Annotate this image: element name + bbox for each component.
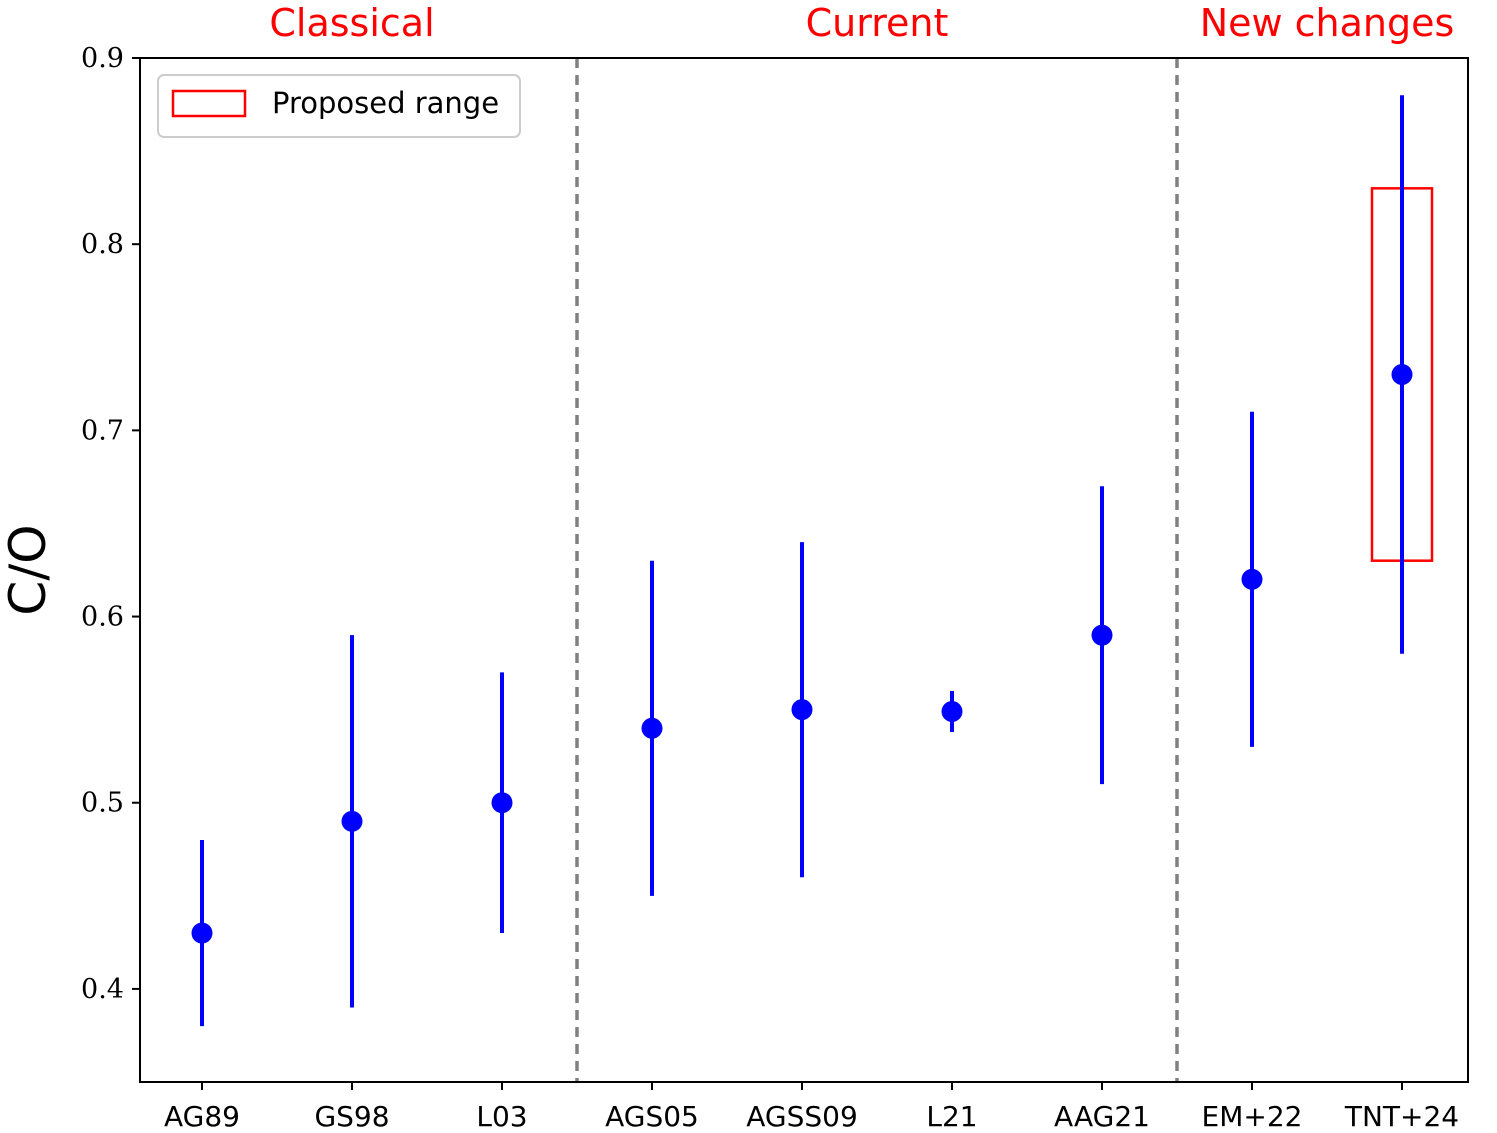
- group-label: New changes: [1200, 1, 1455, 45]
- data-point-EM+22: [1241, 568, 1263, 590]
- group-separators: [575, 58, 1179, 1082]
- x-tick-label: AGSS09: [746, 1100, 858, 1133]
- group-labels: Classical Current New changes: [269, 1, 1454, 45]
- x-tick-label: AAG21: [1054, 1100, 1150, 1133]
- group-label: Current: [806, 1, 949, 45]
- y-tick-label: 0.4: [81, 974, 124, 1005]
- x-tick-label: EM+22: [1202, 1100, 1303, 1133]
- y-tick-label: 0.8: [81, 229, 124, 260]
- data-point-AGSS09: [791, 699, 813, 721]
- legend-label: Proposed range: [272, 86, 499, 120]
- data-point-AGS05: [641, 717, 663, 739]
- x-axis-ticks: AG89 GS98 L03 AGS05 AGSS09 L21 AAG21 EM+22 TNT+2…: [164, 1082, 1459, 1133]
- group-label: Classical: [269, 1, 434, 45]
- x-tick-label: GS98: [314, 1100, 389, 1133]
- data-point-L21: [941, 700, 963, 722]
- data-point-AG89: [191, 922, 213, 944]
- x-tick-label: AG89: [164, 1100, 240, 1133]
- data-points: [191, 364, 1413, 944]
- y-tick-label: 0.9: [81, 43, 124, 74]
- legend-frame: [157, 74, 521, 138]
- y-axis-ticks: 0.4 0.5 0.6 0.7 0.8 0.9: [81, 43, 140, 1005]
- y-tick-label: 0.5: [81, 788, 124, 819]
- y-tick-label: 0.7: [81, 415, 124, 446]
- data-point-AAG21: [1091, 624, 1113, 646]
- x-tick-label: TNT+24: [1344, 1100, 1459, 1133]
- data-point-L03: [491, 792, 513, 814]
- data-point-GS98: [341, 810, 363, 832]
- x-tick-label: L03: [476, 1100, 527, 1133]
- x-tick-label: AGS05: [605, 1100, 699, 1133]
- legend-swatch: [171, 89, 247, 118]
- plot-frame: [139, 57, 1469, 1083]
- y-tick-label: 0.6: [81, 602, 124, 633]
- data-point-TNT+24: [1391, 364, 1413, 386]
- error-bars: [200, 95, 1404, 1027]
- y-axis-label: C/O: [0, 524, 57, 615]
- legend: Proposed range: [157, 74, 521, 138]
- x-tick-label: L21: [926, 1100, 977, 1133]
